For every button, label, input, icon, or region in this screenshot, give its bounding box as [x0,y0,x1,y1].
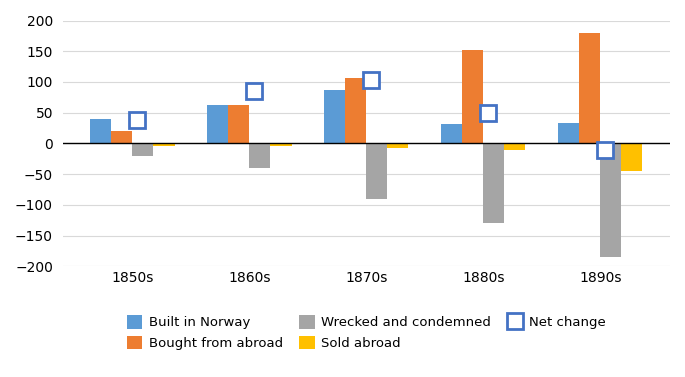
Net change [600,147,608,152]
Bar [112,131,132,143]
Bar [462,50,484,143]
Legend: Built in Norway, Bought from abroad, Wrecked and condemned, Sold abroad, Net cha: Built in Norway, Bought from abroad, Wre… [121,310,612,356]
Bar [345,78,366,143]
Bar [153,143,175,146]
Bar [441,124,462,143]
Bar [484,143,504,223]
Bar [558,123,580,143]
Bar [228,105,249,143]
Bar [249,143,271,168]
Bar [504,143,525,150]
Bar [271,143,292,146]
Bar [132,143,153,156]
Bar [388,143,408,148]
Net change [366,78,375,82]
Line: Net change: Net change [129,72,612,157]
Bar [324,90,345,143]
Net change [132,118,140,122]
Net change [484,110,492,115]
Bar [580,33,600,143]
Bar [90,119,112,143]
Bar [600,143,621,257]
Net change [249,89,258,93]
Bar [621,143,643,171]
Bar [208,105,228,143]
Bar [366,143,388,199]
